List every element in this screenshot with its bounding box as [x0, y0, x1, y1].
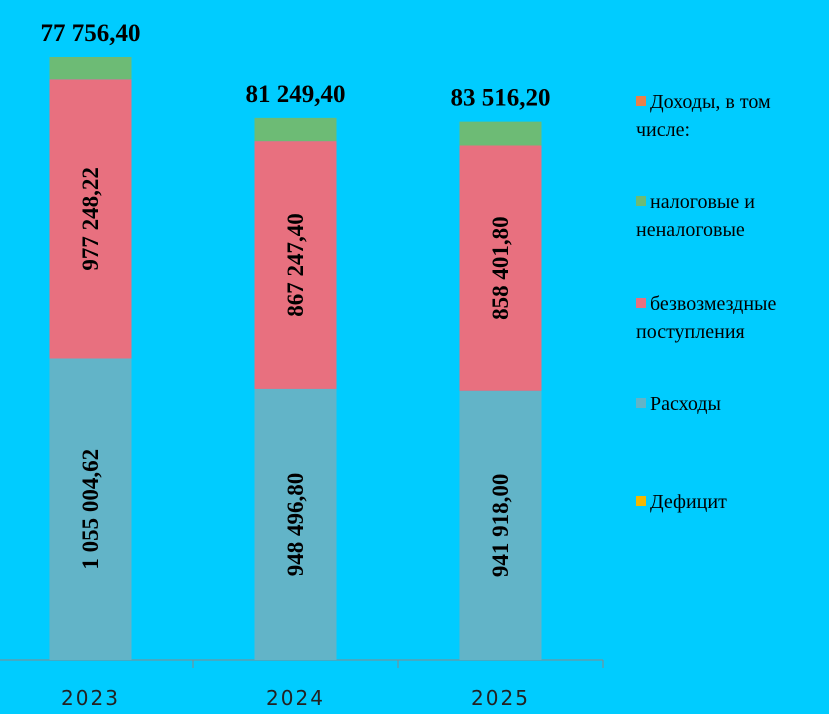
- bar-segment: [254, 141, 337, 389]
- data-label: 858 401,80: [488, 216, 513, 320]
- legend-label: налоговые и неналоговые: [636, 191, 755, 241]
- bar-segment: [459, 145, 542, 391]
- legend-label: Дефицит: [650, 491, 727, 513]
- bar-segment: [254, 388, 337, 660]
- legend-item: Доходы, в том числе:: [636, 88, 828, 144]
- legend-swatch: [636, 298, 646, 308]
- bar-segment: [459, 390, 542, 660]
- x-tick-label: 2023: [61, 686, 120, 710]
- data-label: 1 055 004,62: [78, 449, 103, 570]
- legend-swatch: [636, 96, 646, 106]
- legend-item: налоговые и неналоговые: [636, 188, 828, 244]
- data-label: 81 249,40: [246, 81, 346, 108]
- legend-label: безвозмездные поступления: [636, 293, 777, 343]
- legend-swatch: [636, 398, 646, 408]
- legend-swatch: [636, 496, 646, 506]
- legend-item: Дефицит: [636, 488, 828, 516]
- bar-segment: [49, 79, 132, 359]
- x-tick-label: 2024: [266, 686, 325, 710]
- x-tick-label: 2025: [471, 686, 530, 710]
- data-label: 83 516,20: [451, 85, 551, 112]
- data-label: 867 247,40: [283, 213, 308, 317]
- legend-swatch: [636, 196, 646, 206]
- data-label: 941 918,00: [488, 474, 513, 578]
- data-label: 977 248,22: [78, 167, 103, 271]
- legend-item: безвозмездные поступления: [636, 290, 828, 346]
- bar-segment: [49, 358, 132, 660]
- legend-item: Расходы: [636, 390, 828, 418]
- bar-segment: [254, 117, 337, 142]
- data-label: 77 756,40: [41, 20, 141, 47]
- bar-segment: [459, 121, 542, 146]
- data-label: 948 496,80: [283, 473, 308, 577]
- bar-segment: [49, 57, 132, 80]
- legend-label: Расходы: [650, 393, 721, 415]
- legend-label: Доходы, в том числе:: [636, 91, 771, 141]
